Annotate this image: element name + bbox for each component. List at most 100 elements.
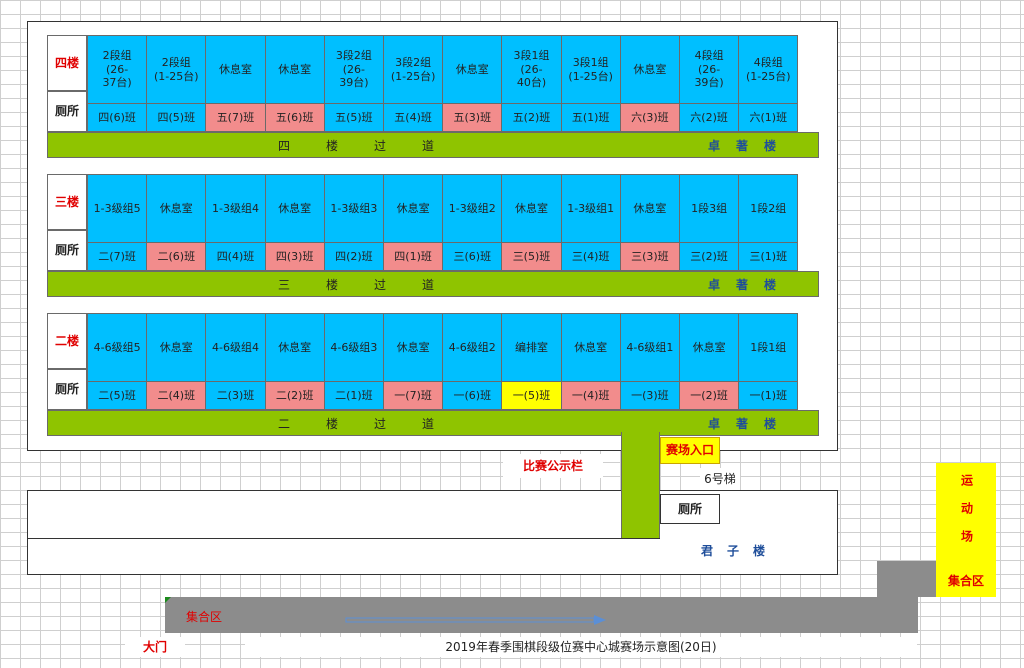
room-four-3: 休息室 bbox=[205, 35, 266, 104]
class-two-7: 一(6)班 bbox=[442, 381, 503, 410]
floor-label-two: 二楼 bbox=[47, 313, 87, 369]
junzi-inner-line bbox=[27, 538, 660, 539]
room-two-6: 休息室 bbox=[383, 313, 444, 382]
building-three-label: 卓著楼 bbox=[708, 277, 793, 292]
corridor-three-label: 三楼过道 bbox=[278, 277, 471, 292]
room-four-11: 4段组 (26- 39台) bbox=[679, 35, 740, 104]
elevator-label: 6号梯 bbox=[700, 468, 740, 490]
room-three-8: 休息室 bbox=[501, 174, 562, 243]
building-four-label: 卓著楼 bbox=[708, 138, 793, 153]
class-four-7: 五(3)班 bbox=[442, 103, 503, 132]
room-three-1: 1-3级组5 bbox=[87, 174, 148, 243]
toilet-four: 厕所 bbox=[47, 91, 87, 132]
notice-board-label: 比赛公示栏 bbox=[503, 454, 603, 478]
class-four-10: 六(3)班 bbox=[619, 103, 680, 132]
class-two-1: 二(5)班 bbox=[87, 381, 148, 410]
room-two-9: 休息室 bbox=[560, 313, 621, 382]
class-four-1: 四(6)班 bbox=[87, 103, 148, 132]
room-three-4: 休息室 bbox=[264, 174, 325, 243]
room-three-11: 1段3组 bbox=[679, 174, 740, 243]
room-two-2: 休息室 bbox=[146, 313, 207, 382]
direction-arrow bbox=[345, 615, 607, 628]
room-four-9: 3段1组 (1-25台) bbox=[560, 35, 621, 104]
room-three-9: 1-3级组1 bbox=[560, 174, 621, 243]
class-two-4: 二(2)班 bbox=[264, 381, 325, 410]
toilet-ground: 厕所 bbox=[660, 494, 720, 524]
assembly-area-right: 集合区 bbox=[947, 573, 984, 588]
class-two-6: 一(7)班 bbox=[383, 381, 444, 410]
assembly-area-left: 集合区 bbox=[186, 610, 223, 624]
playground: 运动场 集合区 bbox=[936, 463, 996, 597]
class-three-2: 二(6)班 bbox=[146, 242, 207, 271]
class-two-11: 一(2)班 bbox=[679, 381, 740, 410]
class-three-6: 四(1)班 bbox=[383, 242, 444, 271]
playground-label: 运动场 bbox=[959, 474, 974, 558]
class-three-4: 四(3)班 bbox=[264, 242, 325, 271]
class-two-3: 二(3)班 bbox=[205, 381, 266, 410]
class-two-2: 二(4)班 bbox=[146, 381, 207, 410]
class-four-12: 六(1)班 bbox=[738, 103, 799, 132]
room-three-10: 休息室 bbox=[619, 174, 680, 243]
class-four-6: 五(4)班 bbox=[383, 103, 444, 132]
class-three-5: 四(2)班 bbox=[323, 242, 384, 271]
room-four-6: 3段2组 (1-25台) bbox=[383, 35, 444, 104]
corridor-three: 三楼过道 卓著楼 bbox=[47, 271, 819, 297]
building-two-label: 卓著楼 bbox=[708, 416, 793, 431]
room-four-1: 2段组 (26- 37台) bbox=[87, 35, 148, 104]
class-two-12: 一(1)班 bbox=[738, 381, 799, 410]
class-three-11: 三(2)班 bbox=[679, 242, 740, 271]
room-two-10: 4-6级组1 bbox=[619, 313, 680, 382]
class-two-8: 一(5)班 bbox=[501, 381, 562, 410]
room-two-1: 4-6级组5 bbox=[87, 313, 148, 382]
room-four-12: 4段组 (1-25台) bbox=[738, 35, 799, 104]
junzi-building-label: 君子楼 bbox=[662, 538, 818, 564]
class-two-10: 一(3)班 bbox=[619, 381, 680, 410]
class-three-7: 三(6)班 bbox=[442, 242, 503, 271]
class-four-5: 五(5)班 bbox=[323, 103, 384, 132]
room-four-8: 3段1组 (26- 40台) bbox=[501, 35, 562, 104]
arrow-right-icon bbox=[345, 615, 606, 625]
room-four-5: 3段2组 (26- 39台) bbox=[323, 35, 384, 104]
room-four-4: 休息室 bbox=[264, 35, 325, 104]
class-three-9: 三(4)班 bbox=[560, 242, 621, 271]
room-three-12: 1段2组 bbox=[738, 174, 799, 243]
page-title: 2019年春季围棋段级位赛中心城赛场示意图(20日) bbox=[245, 637, 917, 657]
room-three-5: 1-3级组3 bbox=[323, 174, 384, 243]
class-four-4: 五(6)班 bbox=[264, 103, 325, 132]
road-right-stub bbox=[877, 597, 918, 633]
toilet-three: 厕所 bbox=[47, 230, 87, 271]
room-two-8: 编排室 bbox=[501, 313, 562, 382]
room-four-10: 休息室 bbox=[619, 35, 680, 104]
room-two-5: 4-6级组3 bbox=[323, 313, 384, 382]
corridor-four-label: 四楼过道 bbox=[278, 138, 471, 153]
room-two-11: 休息室 bbox=[679, 313, 740, 382]
floor-label-three: 三楼 bbox=[47, 174, 87, 230]
corridor-four: 四楼过道 卓著楼 bbox=[47, 132, 819, 158]
road bbox=[165, 597, 877, 633]
floor-label-four: 四楼 bbox=[47, 35, 87, 91]
gate-label: 大门 bbox=[125, 637, 185, 657]
room-two-3: 4-6级组4 bbox=[205, 313, 266, 382]
class-two-5: 二(1)班 bbox=[323, 381, 384, 410]
road-flag-marker bbox=[165, 597, 171, 603]
room-two-12: 1段1组 bbox=[738, 313, 799, 382]
room-three-6: 休息室 bbox=[383, 174, 444, 243]
class-four-3: 五(7)班 bbox=[205, 103, 266, 132]
room-three-7: 1-3级组2 bbox=[442, 174, 503, 243]
room-three-2: 休息室 bbox=[146, 174, 207, 243]
class-four-2: 四(5)班 bbox=[146, 103, 207, 132]
class-three-1: 二(7)班 bbox=[87, 242, 148, 271]
toilet-two: 厕所 bbox=[47, 369, 87, 410]
class-three-10: 三(3)班 bbox=[619, 242, 680, 271]
class-three-3: 四(4)班 bbox=[205, 242, 266, 271]
road-connector bbox=[877, 561, 936, 597]
class-three-8: 三(5)班 bbox=[501, 242, 562, 271]
class-three-12: 三(1)班 bbox=[738, 242, 799, 271]
room-four-7: 休息室 bbox=[442, 35, 503, 104]
green-passage bbox=[621, 432, 660, 538]
room-two-4: 休息室 bbox=[264, 313, 325, 382]
corridor-two: 二楼过道 卓著楼 bbox=[47, 410, 819, 436]
room-four-2: 2段组 (1-25台) bbox=[146, 35, 207, 104]
class-four-11: 六(2)班 bbox=[679, 103, 740, 132]
class-four-9: 五(1)班 bbox=[560, 103, 621, 132]
